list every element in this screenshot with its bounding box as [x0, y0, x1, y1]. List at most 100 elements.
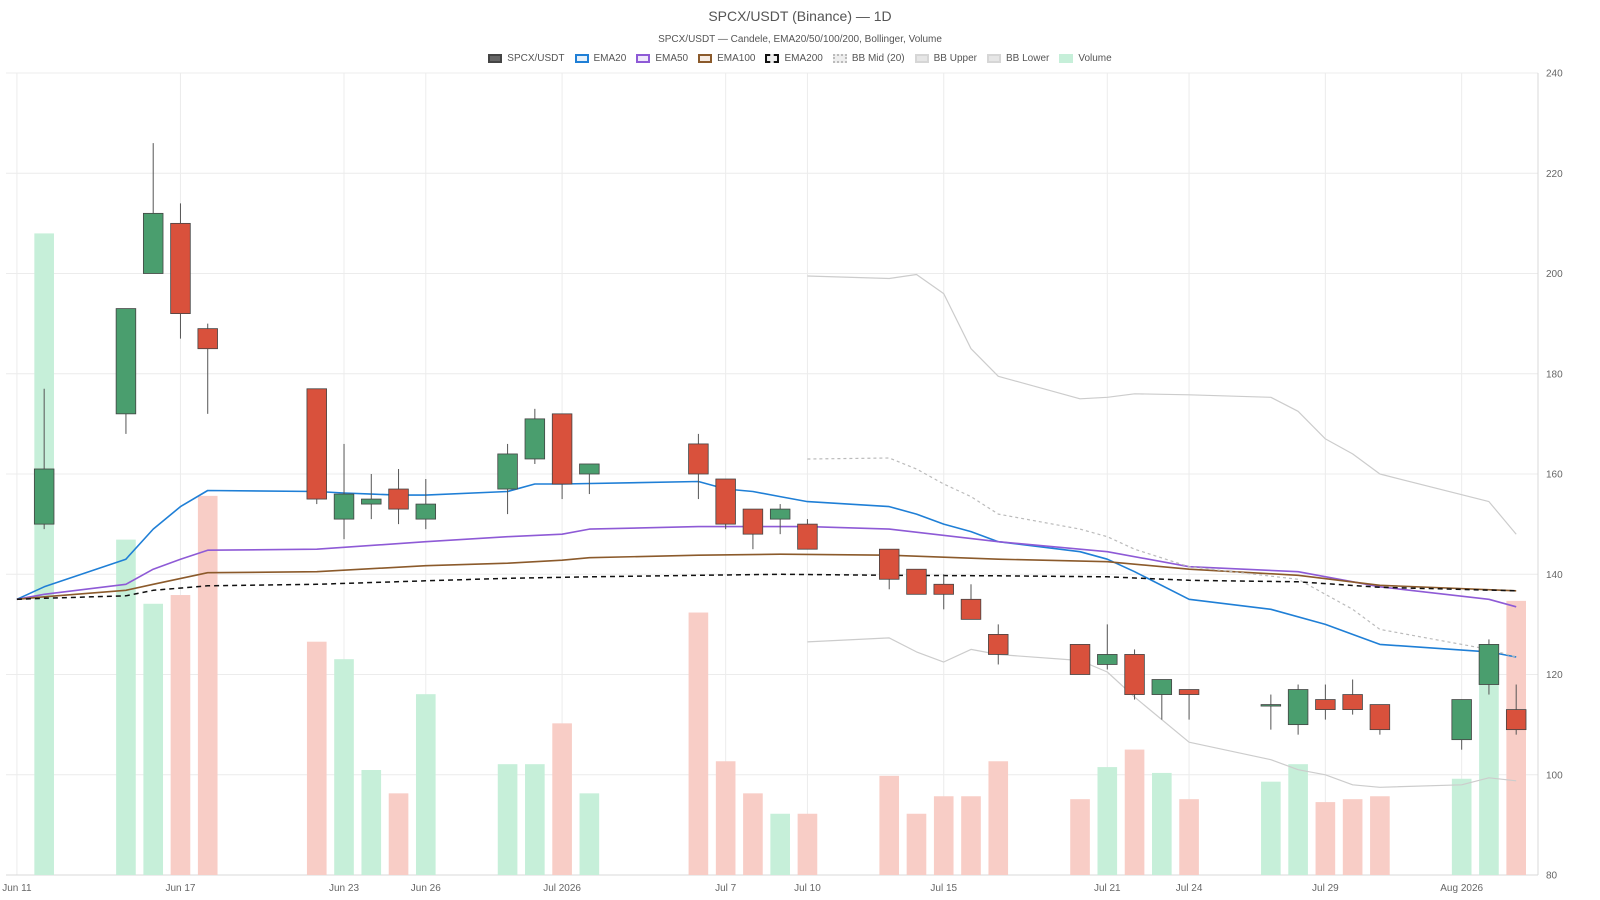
- candle: [170, 203, 191, 339]
- candle: [1178, 689, 1200, 720]
- candle: [551, 413, 573, 500]
- candle-body: [769, 508, 791, 520]
- legend-label: EMA50: [655, 53, 689, 64]
- candle-body: [497, 453, 518, 490]
- legend-swatch: [914, 54, 929, 63]
- volume-bar: [170, 595, 191, 875]
- volume-bar: [497, 764, 518, 875]
- legend-item[interactable]: EMA20: [574, 53, 627, 64]
- candle: [333, 443, 355, 540]
- legend-item[interactable]: EMA200: [765, 53, 823, 64]
- x-tick-label: Jul 15: [930, 883, 957, 894]
- candle-body: [742, 508, 764, 535]
- candle-body: [1369, 704, 1391, 731]
- candle: [715, 478, 736, 530]
- x-tick-label: Jul 21: [1094, 883, 1121, 894]
- legend-item[interactable]: BB Mid (20): [832, 53, 905, 64]
- volume-bar: [552, 723, 572, 875]
- candle: [742, 508, 764, 550]
- candle: [1505, 684, 1527, 735]
- y-tick-label: 200: [1546, 269, 1563, 280]
- x-tick-label: Jul 24: [1176, 883, 1203, 894]
- legend-swatch: [488, 54, 503, 63]
- x-tick-label: Jul 7: [715, 883, 737, 894]
- line-ema100: [16, 553, 1517, 601]
- candle-body: [1478, 644, 1500, 685]
- candle: [1260, 694, 1282, 730]
- candle: [1315, 684, 1336, 720]
- legend-item[interactable]: EMA50: [636, 53, 688, 64]
- volume-bar: [1342, 799, 1363, 875]
- candle: [1097, 624, 1118, 670]
- legend-swatch: [636, 54, 651, 63]
- legend-label: Volume: [1078, 53, 1112, 64]
- candle-body: [1260, 704, 1282, 707]
- y-tick-label: 100: [1546, 770, 1563, 781]
- legend-item[interactable]: BB Lower: [986, 53, 1049, 64]
- candle-body: [906, 568, 927, 595]
- candle: [1342, 679, 1363, 715]
- candle: [1451, 699, 1472, 750]
- volume-bar: [415, 694, 436, 875]
- candle-body: [115, 308, 137, 415]
- volume-bar: [879, 775, 900, 875]
- x-tick-label: Jul 29: [1312, 883, 1339, 894]
- legend-label: EMA100: [717, 53, 756, 64]
- volume-bar: [906, 813, 927, 875]
- candle-body: [688, 443, 709, 475]
- legend-item[interactable]: SPCX/USDT: [488, 53, 565, 64]
- y-tick-label: 160: [1546, 470, 1563, 481]
- candle: [960, 584, 982, 620]
- legend-swatch: [832, 54, 847, 63]
- volume-bar: [770, 813, 790, 875]
- volume-bar: [1451, 778, 1472, 875]
- candle: [524, 408, 546, 464]
- x-tick-label: Jun 23: [329, 883, 359, 894]
- candle: [797, 519, 818, 550]
- candle-body: [524, 418, 546, 460]
- volume-bar: [34, 233, 54, 875]
- legend-label: BB Mid (20): [851, 53, 905, 64]
- candle-body: [1097, 654, 1118, 665]
- volume-bar: [525, 764, 545, 875]
- x-tick-label: Jun 17: [165, 883, 195, 894]
- candle-body: [1069, 644, 1091, 675]
- candle-body: [551, 413, 573, 485]
- line-bb-lower: [807, 637, 1517, 788]
- x-tick-label: Jul 10: [794, 883, 821, 894]
- candle: [388, 468, 409, 525]
- candle-body: [1342, 694, 1363, 710]
- volume-bar: [1070, 799, 1090, 875]
- candle-body: [579, 463, 600, 475]
- volume-bar: [743, 793, 763, 875]
- candle: [579, 463, 600, 495]
- candle: [115, 308, 137, 434]
- x-tick-label: Jul 2026: [543, 883, 581, 894]
- volume-bar: [688, 612, 709, 875]
- candle-body: [1124, 654, 1145, 695]
- legend-item[interactable]: Volume: [1059, 53, 1112, 64]
- legend-item[interactable]: EMA100: [698, 53, 755, 64]
- candle-body: [960, 598, 982, 620]
- volume-bar: [1179, 799, 1199, 875]
- candle: [933, 574, 954, 610]
- volume-bar: [143, 603, 164, 875]
- legend-swatch: [1059, 54, 1074, 63]
- chart-legend: SPCX/USDT EMA20 EMA50 EMA100 EMA200 BB Mid (2…: [0, 53, 1600, 64]
- candle: [415, 479, 437, 530]
- candle-body: [415, 503, 437, 520]
- volume-series: [34, 233, 1527, 875]
- legend-item[interactable]: BB Upper: [914, 53, 977, 64]
- legend-label: EMA20: [593, 53, 627, 64]
- volume-bar: [1506, 600, 1527, 875]
- legend-swatch: [574, 54, 589, 63]
- legend-swatch: [986, 54, 1001, 63]
- candle-body: [1315, 699, 1336, 710]
- candle-body: [879, 548, 900, 580]
- volume-bar: [1288, 764, 1308, 875]
- line-bb-mid-20: [807, 457, 1517, 658]
- volume-bar: [116, 539, 136, 875]
- chart-subtitle: SPCX/USDT — Candele, EMA20/50/100/200, B…: [658, 34, 942, 45]
- y-tick-label: 120: [1546, 670, 1563, 681]
